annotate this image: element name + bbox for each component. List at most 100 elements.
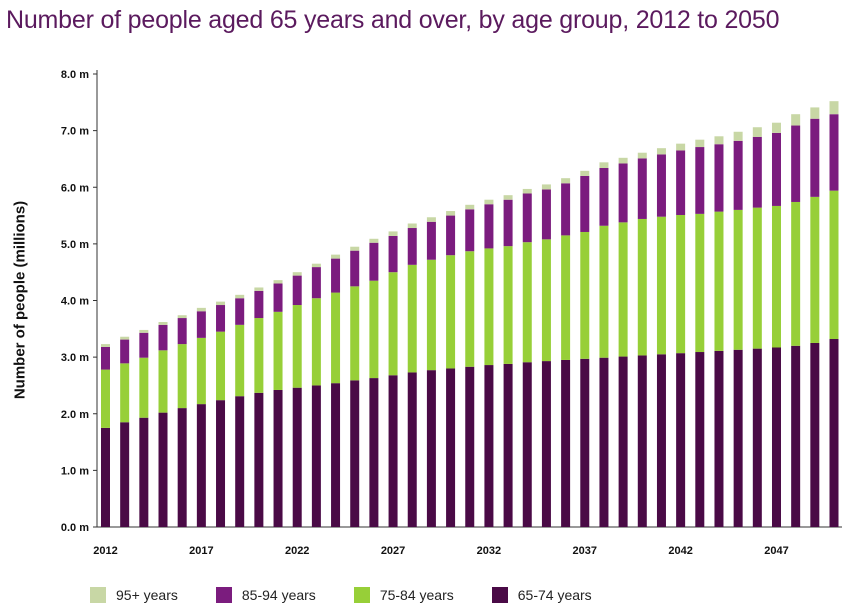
legend-label: 95+ years bbox=[116, 587, 178, 603]
bar-segment-75-84-years bbox=[254, 318, 264, 393]
bar-stack-2021 bbox=[273, 280, 283, 527]
bar-segment-85-94-years bbox=[388, 235, 398, 273]
legend-item: 65-74 years bbox=[491, 587, 592, 603]
bar-segment-75-84-years bbox=[196, 337, 206, 405]
bar-segment-95-years bbox=[541, 184, 551, 190]
legend-swatch bbox=[215, 587, 232, 603]
legend-label: 75-84 years bbox=[379, 587, 454, 603]
bar-segment-75-84-years bbox=[656, 216, 666, 355]
bar-segment-85-94-years bbox=[446, 215, 456, 256]
bar-segment-85-94-years bbox=[235, 298, 245, 325]
bar-segment-75-84-years bbox=[139, 357, 149, 418]
bar-segment-65-74-years bbox=[235, 396, 245, 527]
bar-segment-75-84-years bbox=[446, 255, 456, 369]
bar-segment-95-years bbox=[599, 162, 609, 168]
bar-segment-95-years bbox=[273, 280, 283, 284]
bar-segment-95-years bbox=[235, 294, 245, 299]
bar-segment-65-74-years bbox=[752, 348, 762, 527]
bar-segment-65-74-years bbox=[350, 380, 360, 527]
bar-segment-85-94-years bbox=[407, 228, 417, 265]
bar-segment-95-years bbox=[407, 223, 417, 229]
bar-segment-75-84-years bbox=[388, 272, 398, 376]
bar-segment-85-94-years bbox=[561, 183, 571, 236]
bar-stack-2023 bbox=[311, 263, 321, 527]
bar-stack-2046 bbox=[752, 127, 762, 527]
legend-label: 65-74 years bbox=[517, 587, 592, 603]
bar-segment-65-74-years bbox=[369, 378, 379, 527]
bar-segment-95-years bbox=[676, 143, 686, 151]
y-tick-label: 3.0 m bbox=[61, 352, 89, 364]
x-tick-label: 2032 bbox=[477, 545, 501, 557]
legend: 95+ years 85-94 years 75-84 years 65-74 yea… bbox=[90, 587, 630, 603]
bar-segment-65-74-years bbox=[791, 345, 801, 527]
bar-stack-2047 bbox=[771, 122, 781, 527]
bar-segment-75-84-years bbox=[350, 286, 360, 381]
legend-item: 85-94 years bbox=[215, 587, 316, 603]
bar-stack-2016 bbox=[177, 315, 187, 527]
bar-segment-65-74-years bbox=[426, 370, 436, 527]
x-tick-label: 2017 bbox=[189, 545, 213, 557]
bar-segment-65-74-years bbox=[637, 355, 647, 527]
bar-segment-75-84-years bbox=[369, 280, 379, 379]
bar-segment-95-years bbox=[503, 195, 513, 200]
bar-stack-2015 bbox=[158, 322, 168, 527]
bar-segment-85-94-years bbox=[465, 209, 475, 252]
bar-segment-65-74-years bbox=[656, 354, 666, 527]
legend-item: 95+ years bbox=[90, 587, 178, 603]
y-tick-label: 2.0 m bbox=[61, 409, 89, 421]
bar-segment-75-84-years bbox=[637, 218, 647, 356]
bar-segment-65-74-years bbox=[561, 359, 571, 527]
bar-segment-75-84-years bbox=[177, 344, 187, 409]
bar-segment-85-94-years bbox=[676, 150, 686, 215]
bar-segment-85-94-years bbox=[599, 168, 609, 226]
bar-segment-95-years bbox=[465, 204, 475, 210]
bar-stack-2025 bbox=[350, 246, 360, 527]
bar-segment-95-years bbox=[522, 188, 532, 194]
bar-segment-95-years bbox=[292, 272, 302, 276]
bar-segment-75-84-years bbox=[426, 259, 436, 371]
bar-segment-95-years bbox=[369, 238, 379, 243]
bar-stack-2013 bbox=[120, 336, 130, 527]
bar-segment-85-94-years bbox=[637, 158, 647, 219]
bar-segment-75-84-years bbox=[599, 225, 609, 358]
y-tick-label: 0.0 m bbox=[61, 522, 89, 534]
bar-segment-75-84-years bbox=[752, 207, 762, 349]
bar-segment-75-84-years bbox=[465, 251, 475, 367]
y-tick-label: 6.0 m bbox=[61, 182, 89, 194]
bar-segment-75-84-years bbox=[829, 190, 839, 340]
legend-swatch bbox=[353, 587, 370, 603]
bar-stack-2042 bbox=[676, 143, 686, 527]
bar-stack-2027 bbox=[388, 231, 398, 527]
bar-segment-65-74-years bbox=[714, 350, 724, 527]
bar-segment-65-74-years bbox=[101, 427, 110, 527]
bar-segment-65-74-years bbox=[311, 385, 321, 527]
bar-segment-65-74-years bbox=[446, 368, 456, 527]
y-tick-label: 1.0 m bbox=[61, 465, 89, 477]
bar-segment-85-94-years bbox=[426, 221, 436, 260]
bar-segment-75-84-years bbox=[676, 215, 686, 354]
y-tick-label: 5.0 m bbox=[61, 239, 89, 251]
bar-segment-65-74-years bbox=[388, 375, 398, 527]
bar-segment-65-74-years bbox=[216, 400, 226, 527]
bar-segment-65-74-years bbox=[465, 366, 475, 527]
bar-segment-75-84-years bbox=[311, 298, 321, 386]
bar-stack-2048 bbox=[791, 114, 801, 527]
bar-segment-85-94-years bbox=[714, 144, 724, 212]
bar-stack-2035 bbox=[541, 184, 551, 527]
bar-segment-85-94-years bbox=[292, 275, 302, 306]
legend-label: 85-94 years bbox=[241, 587, 316, 603]
bar-segment-65-74-years bbox=[196, 404, 206, 527]
bar-stack-2026 bbox=[369, 238, 379, 527]
bar-segment-95-years bbox=[714, 136, 724, 145]
bar-segment-95-years bbox=[158, 322, 168, 325]
x-tick-label: 2047 bbox=[764, 545, 788, 557]
bar-segment-75-84-years bbox=[791, 201, 801, 346]
bar-segment-95-years bbox=[331, 254, 341, 259]
bar-segment-75-84-years bbox=[561, 235, 571, 360]
bar-segment-65-74-years bbox=[503, 363, 513, 527]
bar-segment-65-74-years bbox=[120, 422, 130, 527]
bar-segment-65-74-years bbox=[676, 353, 686, 527]
bar-segment-65-74-years bbox=[522, 362, 532, 527]
bar-segment-85-94-years bbox=[484, 204, 494, 249]
bar-segment-85-94-years bbox=[810, 118, 820, 197]
